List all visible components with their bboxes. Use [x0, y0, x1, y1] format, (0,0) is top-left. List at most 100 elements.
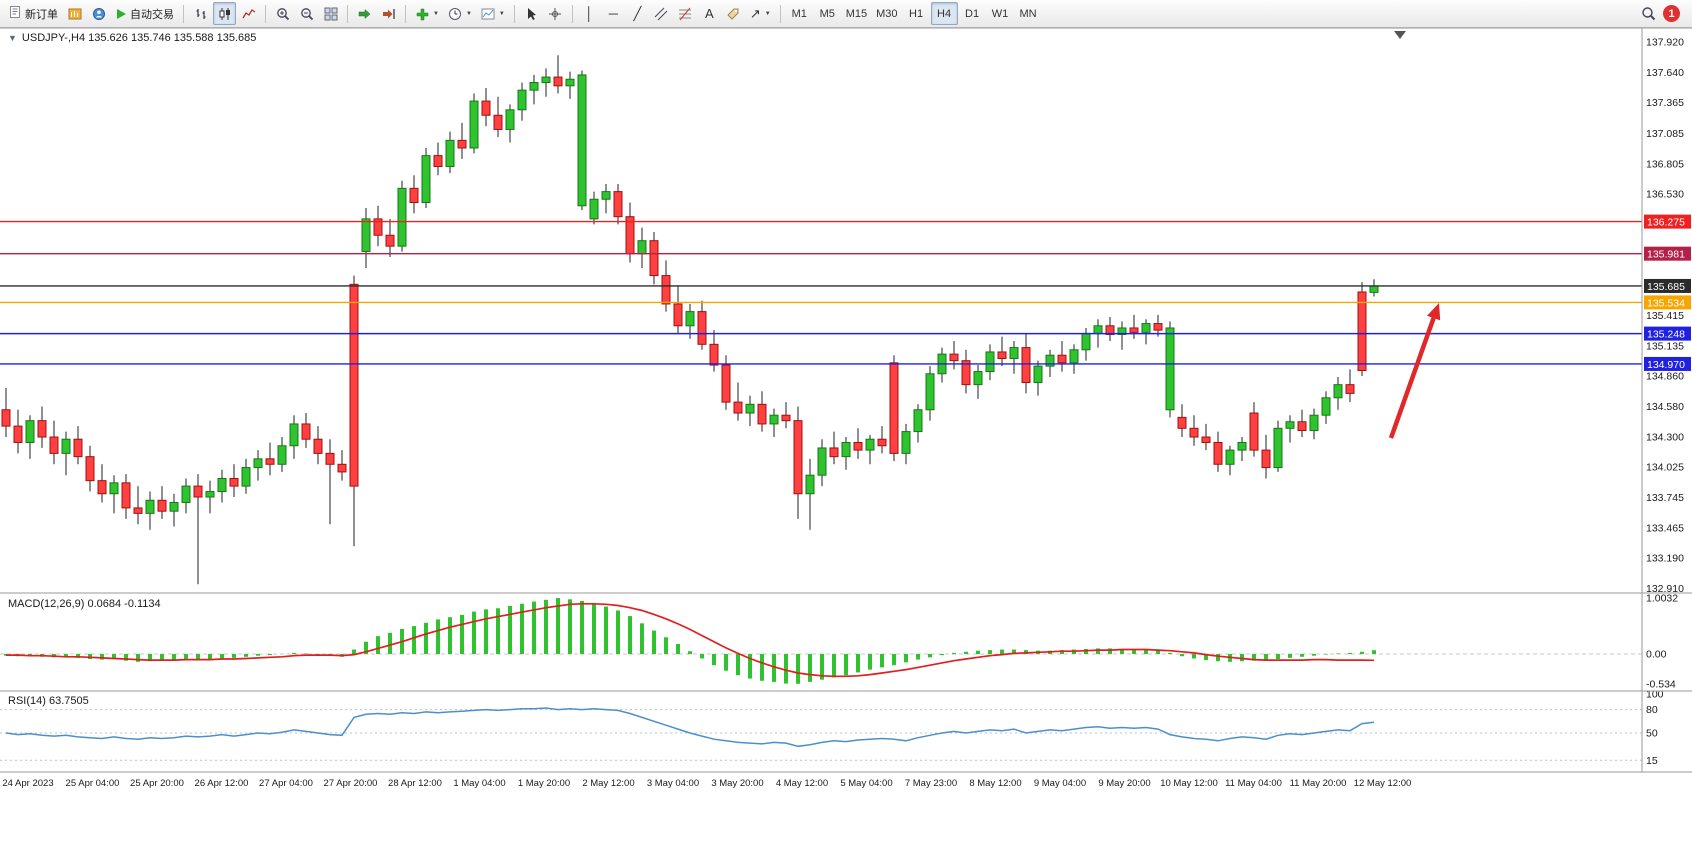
arrows-button[interactable]: ↗ ▼	[746, 2, 775, 25]
tile-windows-button[interactable]	[319, 2, 342, 25]
svg-text:136.805: 136.805	[1646, 158, 1684, 170]
svg-text:11 May 20:00: 11 May 20:00	[1290, 778, 1347, 789]
toolbar-separator	[265, 4, 266, 23]
indicators-icon	[416, 8, 429, 20]
svg-text:0.00: 0.00	[1646, 649, 1667, 661]
chart-shift-button[interactable]	[377, 2, 400, 25]
svg-text:27 Apr 20:00: 27 Apr 20:00	[324, 778, 378, 789]
line-chart-button[interactable]	[237, 2, 260, 25]
auto-trading-button[interactable]: 自动交易	[111, 2, 178, 25]
svg-text:133.190: 133.190	[1646, 553, 1684, 565]
timeframe-m15-button[interactable]: M15	[842, 2, 871, 25]
one-click-trading-toggle-icon[interactable]: ▼	[8, 33, 17, 43]
svg-text:1 May 20:00: 1 May 20:00	[518, 778, 570, 789]
horizontal-line-icon: ─	[608, 6, 618, 21]
svg-text:27 Apr 04:00: 27 Apr 04:00	[259, 778, 313, 789]
line-chart-icon	[241, 8, 255, 18]
svg-text:134.970: 134.970	[1647, 359, 1685, 371]
timeframe-w1-button[interactable]: W1	[987, 2, 1014, 25]
svg-text:80: 80	[1646, 704, 1658, 716]
svg-text:10 May 12:00: 10 May 12:00	[1160, 778, 1218, 789]
timeframe-mn-button[interactable]: MN	[1015, 2, 1042, 25]
vertical-line-icon: │	[585, 6, 594, 21]
timeframe-d1-button[interactable]: D1	[959, 2, 986, 25]
svg-text:137.365: 137.365	[1646, 97, 1684, 109]
trendline-button[interactable]: ╱	[626, 2, 649, 25]
bar-chart-button[interactable]	[189, 2, 212, 25]
svg-text:50: 50	[1646, 728, 1658, 740]
svg-text:15: 15	[1646, 755, 1658, 767]
toolbar-separator	[405, 4, 406, 23]
tag-icon	[727, 8, 739, 20]
svg-text:11 May 04:00: 11 May 04:00	[1225, 778, 1282, 789]
fibonacci-icon	[679, 7, 692, 20]
notification-badge[interactable]: 1	[1663, 5, 1680, 22]
zoom-out-icon	[300, 7, 313, 20]
candlestick-chart-icon	[219, 7, 230, 20]
svg-text:137.920: 137.920	[1646, 37, 1684, 49]
templates-button[interactable]: ▼	[477, 2, 509, 25]
svg-text:8 May 12:00: 8 May 12:00	[969, 778, 1021, 789]
svg-text:134.025: 134.025	[1646, 462, 1684, 474]
toolbar-separator	[779, 4, 781, 23]
text-label-button[interactable]	[722, 2, 745, 25]
search-button[interactable]	[1637, 2, 1660, 25]
rsi-label: RSI(14) 63.7505	[8, 695, 89, 707]
chart-info-bar: ▼ USDJPY-,H4 135.626 135.746 135.588 135…	[8, 32, 256, 44]
dropdown-caret-icon: ▼	[498, 10, 505, 17]
svg-text:135.135: 135.135	[1646, 340, 1684, 352]
crosshair-button[interactable]	[544, 2, 567, 25]
timeframe-m30-button[interactable]: M30	[872, 2, 901, 25]
charts-button[interactable]	[63, 2, 86, 25]
channel-button[interactable]	[650, 2, 673, 25]
horizontal-line-button[interactable]: ─	[602, 2, 625, 25]
new-order-icon	[8, 5, 22, 22]
svg-text:28 Apr 12:00: 28 Apr 12:00	[388, 778, 442, 789]
periods-button[interactable]: ▼	[444, 2, 476, 25]
svg-text:135.685: 135.685	[1647, 281, 1685, 293]
svg-text:25 Apr 20:00: 25 Apr 20:00	[130, 778, 184, 789]
template-icon	[481, 8, 495, 19]
svg-text:137.085: 137.085	[1646, 128, 1684, 140]
zoom-out-button[interactable]	[295, 2, 318, 25]
text-button[interactable]: A	[698, 2, 721, 25]
text-icon: A	[705, 6, 714, 21]
auto-scroll-icon	[358, 8, 370, 19]
dropdown-caret-icon: ▼	[465, 10, 472, 17]
new-order-button[interactable]: 新订单	[4, 2, 62, 25]
timeframe-h4-button[interactable]: H4	[930, 2, 958, 25]
fibonacci-button[interactable]	[674, 2, 697, 25]
svg-text:12 May 12:00: 12 May 12:00	[1354, 778, 1412, 789]
cursor-button[interactable]	[520, 2, 543, 25]
svg-text:135.981: 135.981	[1647, 249, 1685, 261]
vertical-line-button[interactable]: │	[578, 2, 601, 25]
tile-windows-icon	[324, 7, 337, 20]
cursor-icon	[528, 7, 537, 20]
svg-text:132.910: 132.910	[1646, 583, 1684, 595]
new-order-label: 新订单	[25, 8, 58, 21]
timeframe-m1-button[interactable]: M1	[786, 2, 813, 25]
svg-text:3 May 04:00: 3 May 04:00	[647, 778, 699, 789]
svg-text:25 Apr 04:00: 25 Apr 04:00	[66, 778, 120, 789]
clock-icon	[448, 7, 461, 20]
svg-text:136.275: 136.275	[1647, 217, 1685, 229]
toolbar-separator	[183, 4, 184, 23]
svg-text:9 May 20:00: 9 May 20:00	[1098, 778, 1150, 789]
market-watch-button[interactable]	[87, 2, 110, 25]
svg-text:24 Apr 2023: 24 Apr 2023	[2, 778, 53, 789]
svg-text:26 Apr 12:00: 26 Apr 12:00	[195, 778, 249, 789]
zoom-in-button[interactable]	[271, 2, 294, 25]
dropdown-caret-icon: ▼	[433, 10, 439, 17]
channel-icon	[655, 7, 668, 20]
auto-scroll-button[interactable]	[353, 2, 376, 25]
timeframe-m5-button[interactable]: M5	[814, 2, 841, 25]
svg-text:4 May 12:00: 4 May 12:00	[776, 778, 828, 789]
toolbar-separator	[571, 4, 573, 23]
svg-text:135.248: 135.248	[1647, 329, 1685, 341]
indicators-button[interactable]: ▼	[411, 2, 443, 25]
timeframe-h1-button[interactable]: H1	[903, 2, 930, 25]
candlestick-chart-button[interactable]	[213, 2, 236, 25]
svg-text:5 May 04:00: 5 May 04:00	[840, 778, 892, 789]
arrow-tool-icon: ↗	[749, 6, 761, 21]
